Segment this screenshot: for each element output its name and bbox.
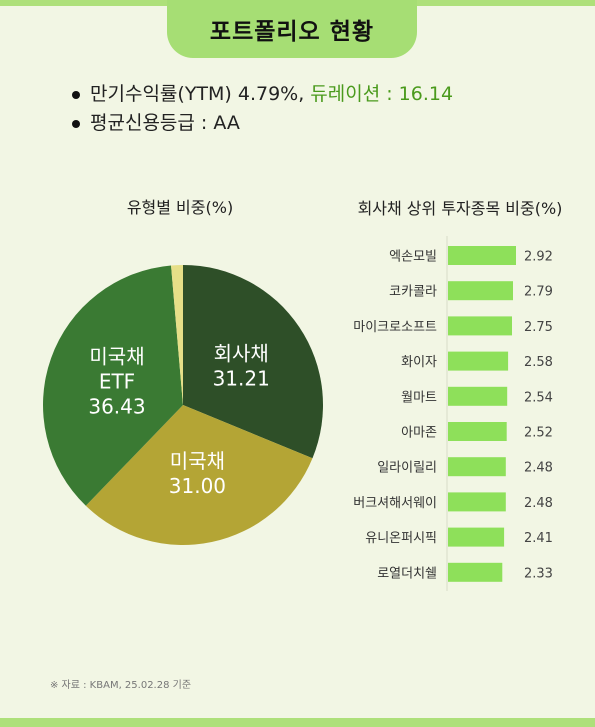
bar-value-label: 2.41 (524, 531, 553, 546)
source-footnote: ※ 자료 : KBAM, 25.02.28 기준 (50, 680, 192, 691)
bar (448, 527, 505, 547)
bar (448, 422, 507, 441)
bar (448, 492, 506, 512)
bar-category-label: 코카콜라 (389, 285, 437, 300)
bar (448, 246, 516, 265)
pie-slice (85, 405, 313, 545)
bottom-accent-strip (0, 718, 595, 727)
bar-category-label: 로열더치쉘 (377, 566, 437, 581)
bar-value-label: 2.33 (524, 566, 553, 581)
duration-text: 듀레이션 : 16.14 (310, 83, 454, 105)
pie-slice (43, 265, 184, 506)
bar-category-label: 유니온퍼시픽 (365, 531, 437, 546)
summary-rating-row: 평균신용등급 : AA (72, 109, 453, 138)
bar (448, 351, 509, 371)
pie-slice (171, 265, 183, 405)
bar-category-label: 아마존 (401, 426, 437, 441)
top-holdings-bar-chart: 엑손모빌 2.92 코카콜라 2.79 마이크로소프트 2.75 화이자 2.58 월마트 2.5… (353, 236, 553, 591)
bar-category-label: 일라이릴리 (377, 461, 437, 476)
bar-value-label: 2.75 (524, 320, 553, 335)
bar-value-label: 2.92 (524, 250, 553, 265)
pie-slice-label: 미국채 ETF 36.43 (88, 345, 145, 419)
rating-text: 평균신용등급 : AA (90, 112, 240, 134)
bar-category-label: 버크셔해서웨이 (353, 496, 437, 511)
bar (448, 457, 506, 477)
bar-value-label: 2.48 (524, 461, 553, 476)
summary-bullets: 만기수익률(YTM) 4.79%, 듀레이션 : 16.14 평균신용등급 : … (72, 80, 453, 138)
bullet-dot (72, 119, 80, 128)
bar-value-label: 2.79 (524, 285, 553, 300)
pie-slice-label: 회사채 31.21 (213, 342, 270, 391)
bar-value-label: 2.52 (524, 426, 553, 441)
bar-value-label: 2.48 (524, 496, 553, 511)
bar-chart-title: 회사채 상위 투자종목 비중(%) (357, 199, 563, 218)
yield-text: 만기수익률(YTM) 4.79%, (90, 83, 305, 105)
bar (448, 316, 512, 336)
bar-value-label: 2.58 (524, 355, 553, 370)
bar-category-label: 엑손모빌 (389, 250, 437, 265)
bar (448, 562, 503, 582)
summary-yield-row: 만기수익률(YTM) 4.79%, 듀레이션 : 16.14 (72, 80, 453, 109)
pie-chart-title: 유형별 비중(%) (126, 198, 234, 217)
bar-category-label: 마이크로소프트 (353, 320, 437, 335)
bar (448, 281, 513, 301)
page-title: 포트폴리오 현황 (167, 0, 417, 58)
bullet-dot (72, 90, 80, 99)
type-pie-chart: 회사채 31.21 미국채 31.00 미국채 ETF 36.43 (43, 265, 324, 545)
pie-slice (183, 265, 324, 459)
bar (448, 386, 508, 406)
bar-value-label: 2.54 (524, 390, 553, 405)
pie-slice-label: 미국채 31.00 (169, 449, 226, 498)
bar-category-label: 화이자 (401, 355, 437, 370)
bar-category-label: 월마트 (401, 390, 437, 405)
